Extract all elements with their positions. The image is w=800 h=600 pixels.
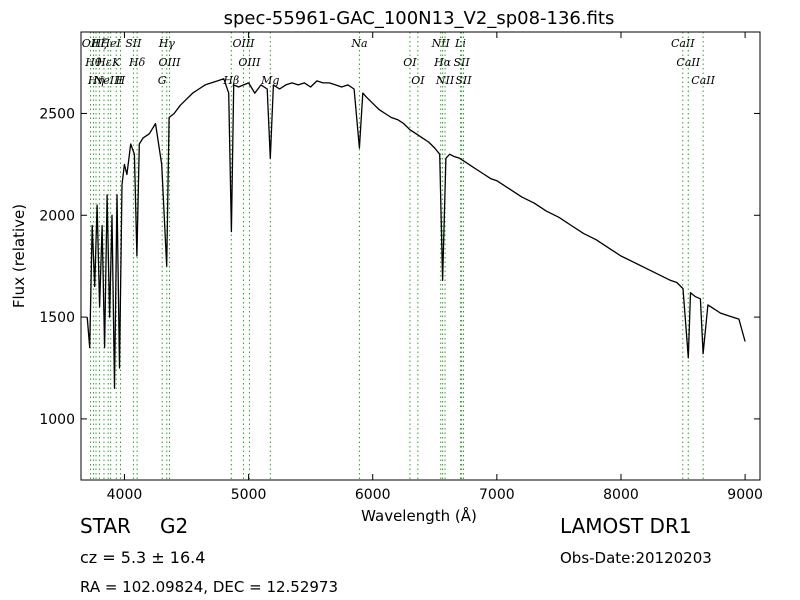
x-tick-label: 4000 <box>107 487 143 503</box>
spectral-line-label: Hβ <box>222 74 239 87</box>
spectral-line-label: G <box>158 74 167 87</box>
spectral-line-label: H <box>115 74 126 87</box>
spectral-line-label: OII <box>82 37 100 50</box>
spectral-line-label: SII <box>453 56 470 69</box>
spectral-line-label: NeIII <box>93 74 124 87</box>
spectral-line-label: OIII <box>232 37 255 50</box>
spectral-line-label: Hα <box>433 56 452 69</box>
spectral-line-label: Hε <box>95 56 112 69</box>
y-tick-label: 1000 <box>39 412 75 428</box>
spectral-line-label: CaII <box>676 56 700 69</box>
spectrum-series <box>86 78 746 390</box>
spectral-line-label: Na <box>350 37 367 50</box>
y-tick-label: 2000 <box>39 208 75 224</box>
redshift-value: cz = 5.3 ± 16.4 <box>80 548 206 567</box>
x-axis-label: Wavelength (Å) <box>361 506 477 525</box>
ra-dec-coordinates: RA = 102.09824, DEC = 12.52973 <box>80 578 339 596</box>
y-tick-label: 2500 <box>39 106 75 122</box>
spectral-line-label: Li <box>454 37 466 50</box>
chart-title: spec-55961-GAC_100N13_V2_sp08-136.fits <box>224 8 615 29</box>
spectral-line-label: Hδ <box>128 56 146 69</box>
spectral-line-label: SII <box>455 74 472 87</box>
spectral-line-label: NII <box>431 37 451 50</box>
spectral-line-markers: OIIHθHηHζHεNeIIIHeIKHSIIHδGHγOIIIHβOIIIO… <box>82 32 716 480</box>
spectral-line-label: Mg <box>260 74 279 87</box>
observation-date: Obs-Date:20120203 <box>560 549 712 567</box>
object-class: STAR <box>80 514 131 538</box>
object-subclass: G2 <box>160 514 189 538</box>
x-tick-label: 8000 <box>603 487 639 503</box>
spectral-line-label: HeI <box>99 37 121 50</box>
x-tick-label: 6000 <box>355 487 391 503</box>
x-tick-label: 9000 <box>727 487 763 503</box>
spectral-line-label: Hθ <box>84 56 102 69</box>
spectral-line-label: OI <box>403 56 417 69</box>
spectral-line-label: CaII <box>671 37 695 50</box>
spectral-line-label: OIII <box>158 56 181 69</box>
spectrum-line <box>86 78 746 390</box>
axis-ticks: 4000 5000 6000 7000 8000 9000 1000 1500 2000 2500 <box>39 32 763 503</box>
x-tick-label: 7000 <box>479 487 515 503</box>
spectral-line-label: NII <box>435 74 455 87</box>
spectral-line-label: OIII <box>238 56 261 69</box>
x-tick-label: 5000 <box>231 487 267 503</box>
spectral-line-label: SII <box>125 37 142 50</box>
spectral-line-label: OI <box>411 74 425 87</box>
y-axis-label: Flux (relative) <box>10 204 28 308</box>
y-tick-label: 1500 <box>39 310 75 326</box>
survey-name: LAMOST DR1 <box>560 514 692 538</box>
spectral-line-label: CaII <box>691 74 715 87</box>
spectral-line-label: K <box>111 56 121 69</box>
plot-frame <box>80 31 761 481</box>
spectral-line-label: Hγ <box>158 37 176 50</box>
spectral-line-label: Hη <box>87 74 105 87</box>
